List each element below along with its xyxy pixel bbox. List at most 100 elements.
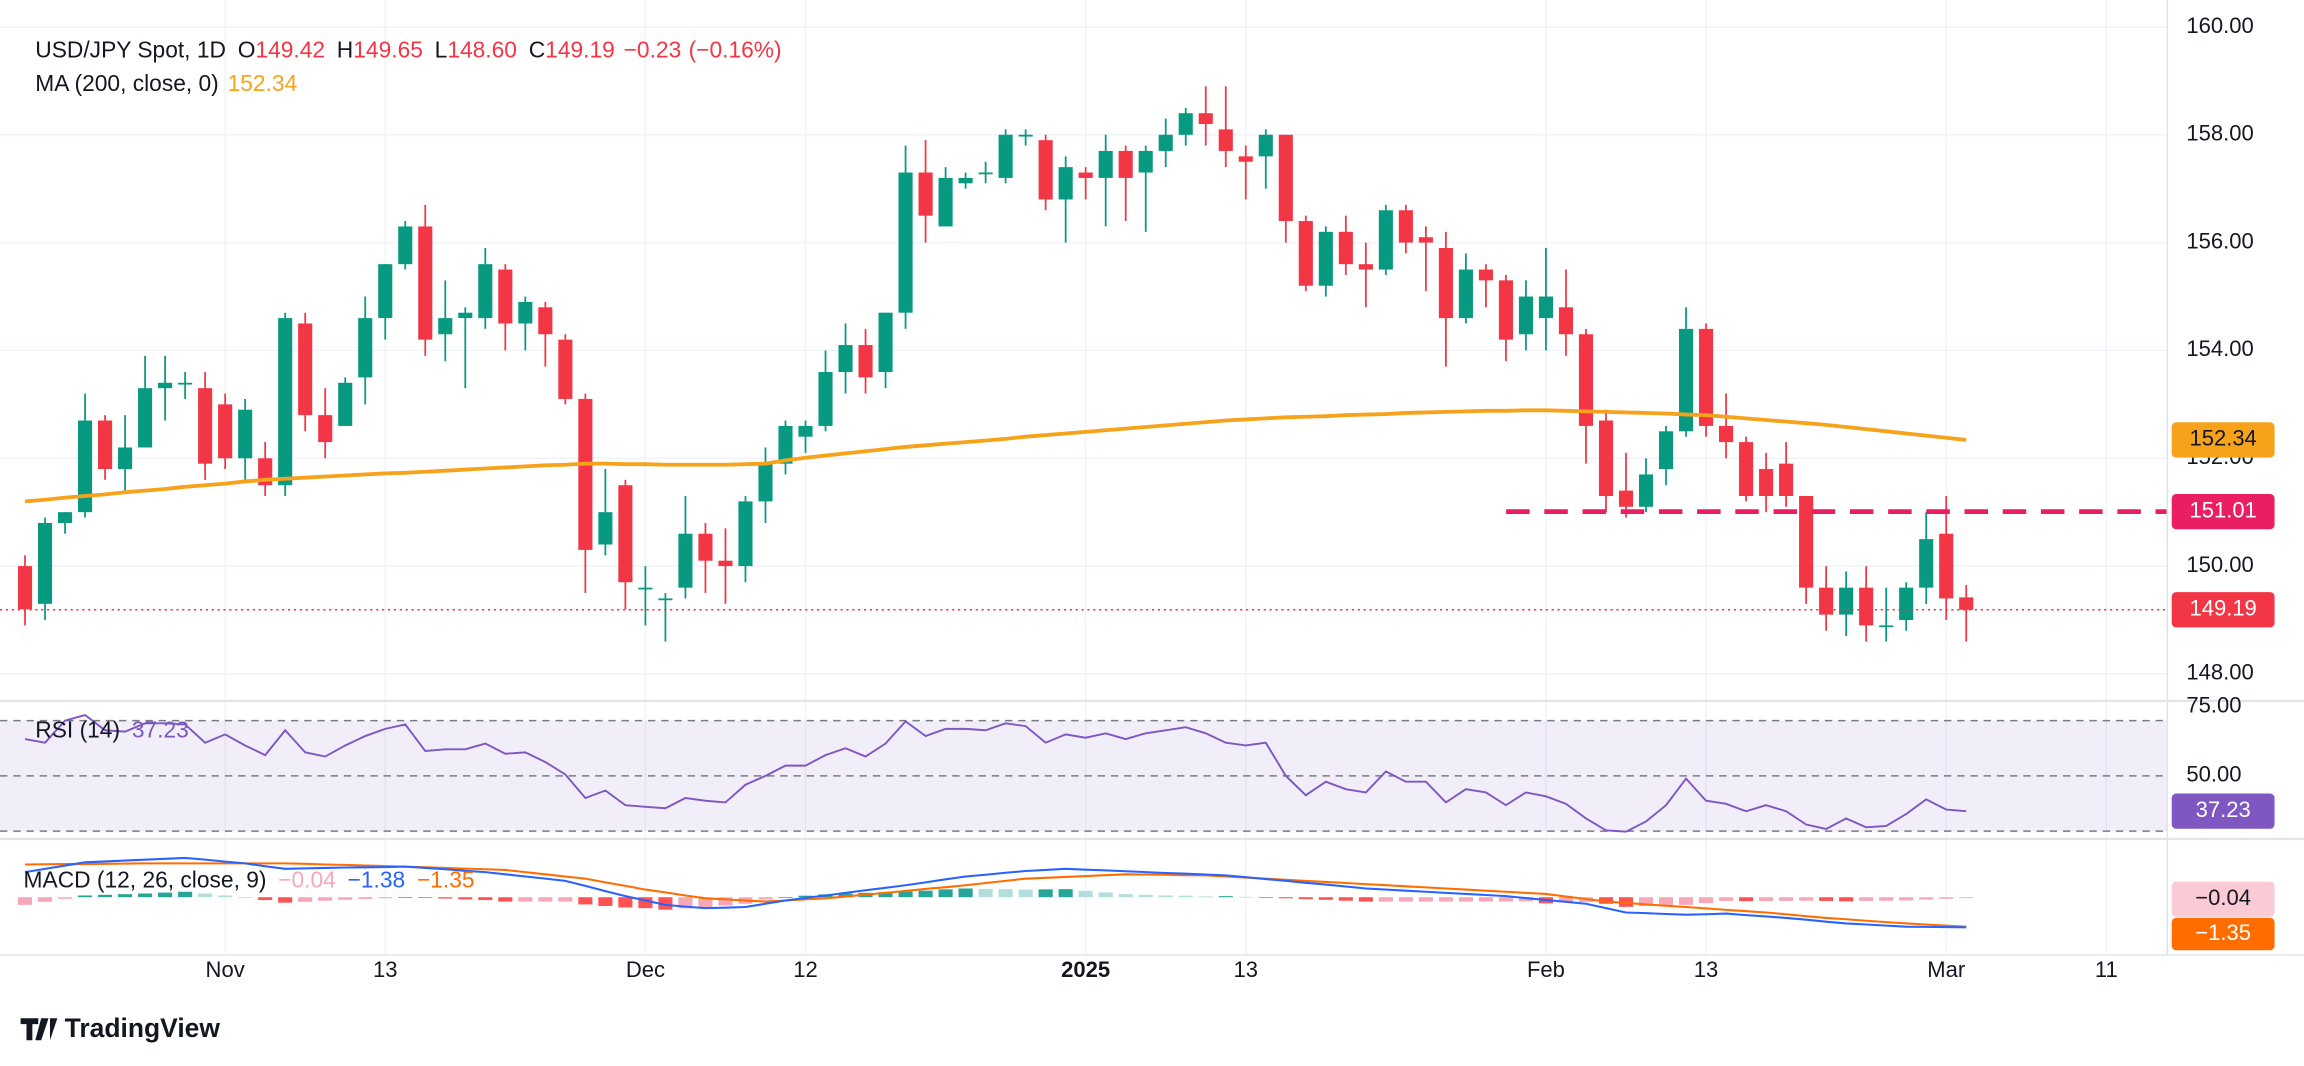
candle-body (318, 415, 333, 443)
macd-histogram-bar (1018, 889, 1033, 898)
macd-histogram-bar (578, 897, 593, 905)
candle-body (498, 269, 513, 324)
signal-box (2171, 917, 2275, 951)
macd-histogram-bar (1779, 897, 1794, 901)
candle-body (1899, 587, 1914, 621)
ohlc-value: 149.65 (353, 36, 423, 62)
macd-histogram-bar (1919, 897, 1934, 900)
macd-histogram-bar (958, 888, 973, 898)
candle-body (1618, 490, 1634, 507)
macd-histogram-bar (17, 897, 33, 905)
candle-body (1158, 134, 1173, 151)
macd-histogram-bar (1799, 897, 1814, 901)
candle-body (138, 388, 153, 448)
candle-body (1258, 134, 1273, 157)
macd-histogram-bar (1819, 897, 1834, 901)
macd-histogram-bar (338, 897, 353, 900)
candle-body (698, 533, 713, 561)
candle-body (798, 425, 813, 437)
macd-histogram-bar (198, 893, 213, 898)
macd-histogram-bar (1678, 897, 1694, 905)
macd-histogram-bar (978, 888, 993, 898)
candle-body (658, 598, 673, 601)
candle-body (1018, 134, 1033, 137)
histogram-value: −0.04 (278, 867, 336, 893)
macd-histogram-bar (1238, 896, 1253, 898)
signal-value: −1.35 (417, 867, 475, 893)
logo-mark (20, 1018, 58, 1041)
macd-histogram-bar (1098, 892, 1113, 898)
macd-histogram-bar (678, 897, 693, 909)
ma-legend: MA (200, close, 0) 152.34 (35, 70, 297, 96)
macd-histogram-bar (918, 890, 933, 898)
candle-body (638, 587, 653, 590)
macd-histogram-bar (1839, 897, 1854, 902)
y-tick-label: 154.00 (2186, 336, 2253, 361)
candle-body (418, 226, 433, 340)
y-tick-label: 158.00 (2186, 121, 2253, 146)
macd-histogram-bar (278, 897, 293, 903)
candle-body (338, 382, 353, 426)
macd-histogram-bar (998, 889, 1013, 898)
ma-name: MA (200, close, 0) (35, 70, 218, 96)
x-tick-label: 13 (1234, 957, 1259, 982)
x-tick-label: 11 (2095, 957, 2118, 982)
macd-histogram-bar (218, 895, 233, 898)
candle-body (1939, 533, 1954, 599)
y-tick-label: 148.00 (2186, 660, 2253, 685)
candle-body (818, 372, 833, 426)
candle-body (1819, 587, 1834, 615)
macd-histogram-bar (37, 897, 53, 902)
x-tick-label: 13 (373, 957, 397, 982)
x-tick-label: Mar (1927, 957, 1965, 982)
legend-line: USD/JPY Spot, 1D O149.42 H149.65 L148.60 C14… (35, 36, 781, 62)
macd-histogram-bar (438, 897, 453, 899)
level-price-box (2171, 494, 2275, 530)
ma-price-box (2171, 422, 2275, 458)
rsi-value-label: 37.23 (2196, 797, 2251, 822)
macd-histogram-bar (618, 897, 633, 908)
candle-body (718, 560, 733, 567)
candle-body (478, 264, 493, 319)
macd-histogram-bar (1318, 897, 1333, 900)
macd-histogram-bar (1879, 897, 1894, 901)
candle-body (118, 447, 133, 470)
candle-body (1518, 296, 1533, 335)
candle-body (1358, 264, 1373, 270)
candle-body (298, 323, 313, 416)
macd-histogram-bar (1198, 896, 1213, 898)
macd-histogram-bar (698, 897, 713, 908)
macd-histogram-bar (1658, 897, 1674, 906)
candle-body (17, 566, 33, 610)
candle-body (238, 409, 253, 459)
macd-histogram-bar (98, 894, 113, 898)
ma-value: 152.34 (228, 70, 298, 96)
histogram-box (2171, 881, 2275, 917)
candle-body (1498, 280, 1513, 340)
macd-histogram-bar (1959, 897, 1974, 899)
candle-body (458, 312, 473, 319)
macd-histogram-bar (458, 897, 473, 900)
candle-body (1919, 539, 1934, 588)
candle-body (1178, 113, 1193, 135)
candle-body (1739, 442, 1754, 497)
macd-histogram-bar (57, 897, 73, 899)
candle-body (1278, 134, 1293, 222)
macd-histogram-bar (638, 897, 653, 909)
macd-histogram-bar (1458, 897, 1473, 902)
macd-histogram-bar (1298, 897, 1313, 900)
macd-histogram-bar (1258, 897, 1273, 898)
rsi-tick-label: 75.00 (2186, 693, 2241, 718)
candle-body (438, 318, 453, 335)
last-price-box (2171, 592, 2275, 628)
candle-body (1138, 150, 1153, 173)
candle-body (1578, 334, 1594, 426)
candle-body (1238, 156, 1253, 162)
signal-value-label: −1.35 (2195, 920, 2251, 945)
candle-body (1118, 150, 1133, 178)
candle-body (1538, 296, 1554, 319)
ohlc-label: C (529, 36, 545, 62)
macd-histogram-bar (298, 897, 313, 902)
candle-body (1859, 587, 1874, 626)
candle-body (1338, 231, 1353, 265)
